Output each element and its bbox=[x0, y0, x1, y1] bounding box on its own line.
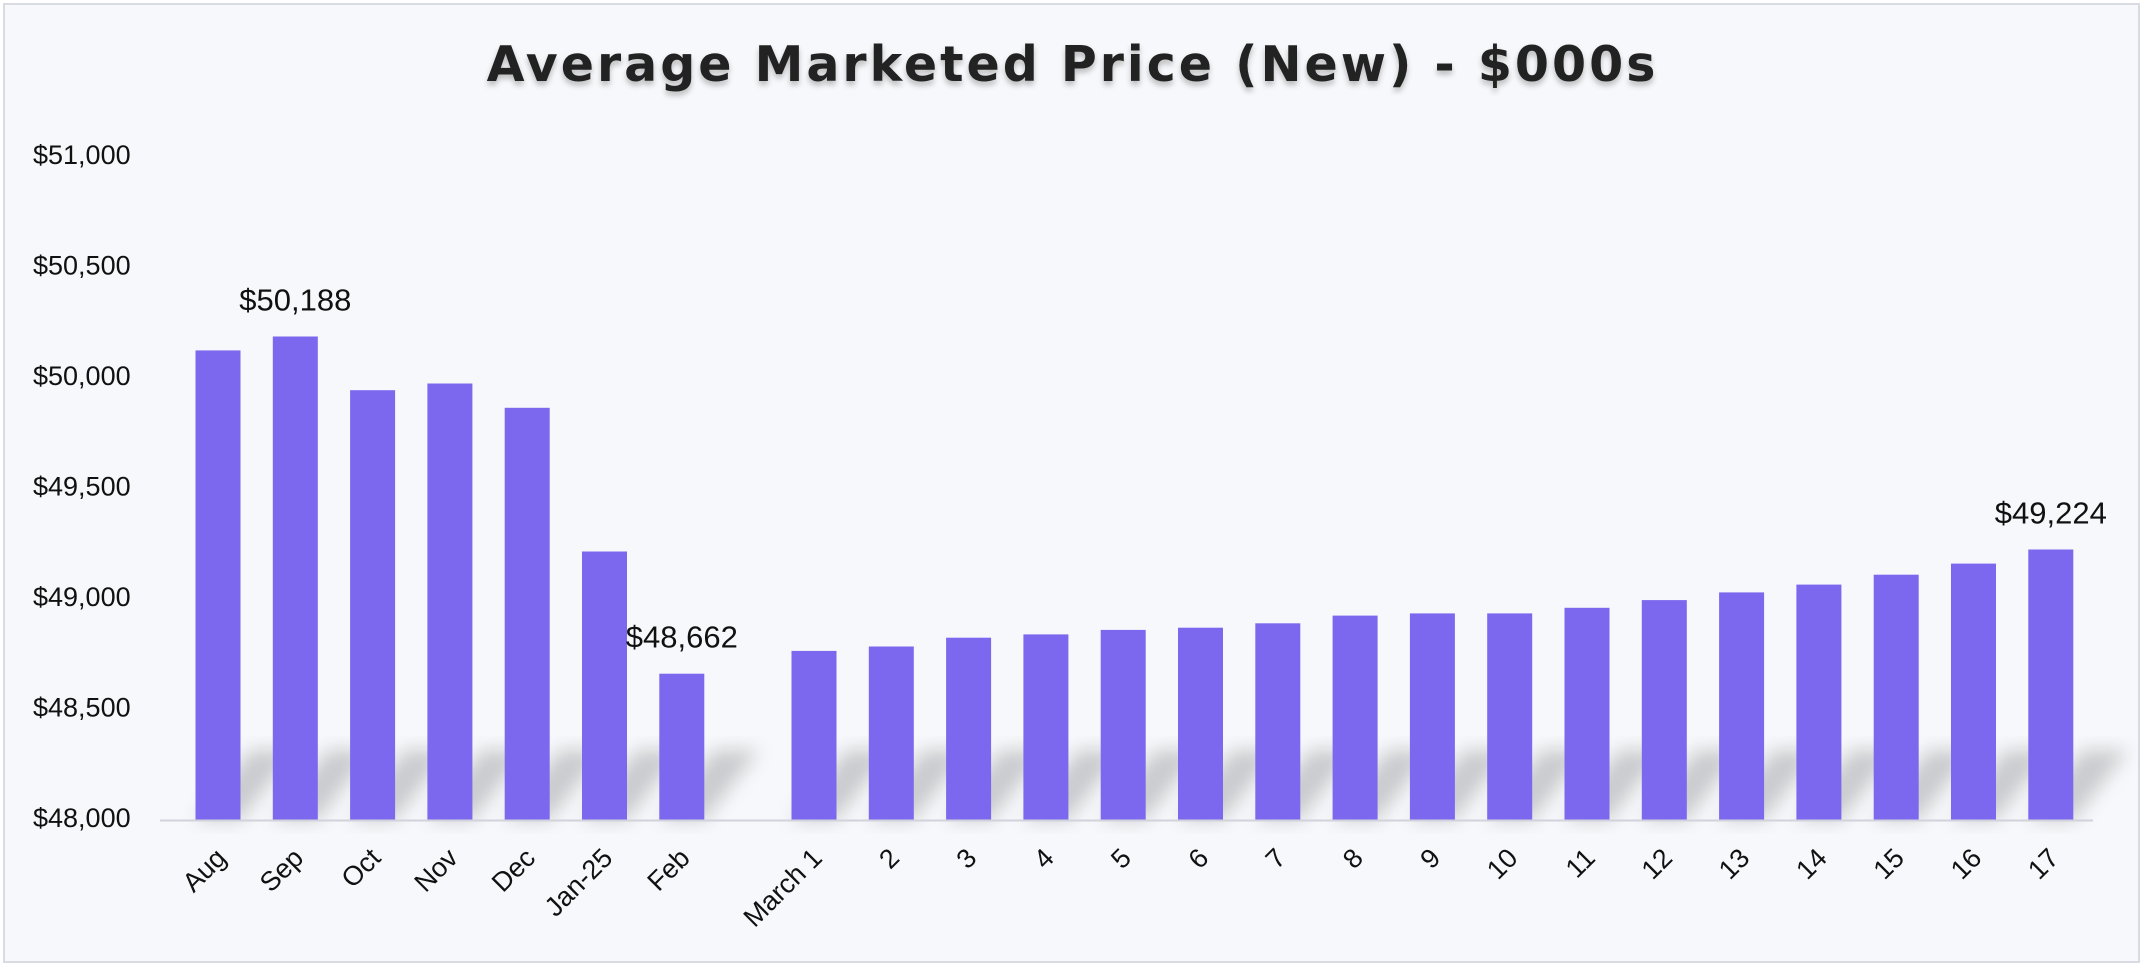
bar bbox=[272, 336, 318, 820]
bar bbox=[1641, 600, 1687, 820]
bar bbox=[582, 551, 627, 820]
bar bbox=[1873, 574, 1919, 820]
bar bbox=[1178, 627, 1223, 820]
bar bbox=[1796, 584, 1842, 820]
y-tick-label: $49,000 bbox=[33, 582, 131, 612]
bar bbox=[1100, 629, 1146, 820]
x-tick-label: Oct bbox=[335, 842, 386, 893]
bar bbox=[1564, 607, 1610, 820]
x-tick-label: 2 bbox=[873, 843, 905, 875]
x-tick-label: 14 bbox=[1790, 843, 1832, 885]
x-tick-label: Aug bbox=[177, 843, 232, 898]
bar bbox=[2028, 549, 2074, 820]
bar bbox=[1023, 634, 1069, 820]
bar bbox=[1409, 613, 1455, 820]
x-tick-label: 9 bbox=[1414, 843, 1446, 875]
x-tick-label: Feb bbox=[642, 843, 696, 897]
x-tick-label: 15 bbox=[1868, 843, 1910, 885]
x-tick-label: 13 bbox=[1713, 843, 1755, 885]
x-tick-label: 6 bbox=[1182, 843, 1214, 875]
y-tick-label: $48,000 bbox=[33, 803, 131, 833]
data-label: $49,224 bbox=[1995, 495, 2107, 530]
y-tick-label: $48,500 bbox=[33, 693, 131, 723]
y-tick-label: $51,000 bbox=[33, 140, 131, 170]
data-labels: $50,188 $48,662 $49,224 bbox=[239, 282, 2107, 654]
x-tick-label: Dec bbox=[486, 843, 541, 898]
y-axis-ticks: $48,000 $48,500 $49,000 $49,500 $50,000 $50,5… bbox=[33, 140, 131, 833]
x-tick-label: March 1 bbox=[738, 843, 828, 933]
x-tick-label: 12 bbox=[1636, 843, 1678, 885]
bar bbox=[350, 390, 396, 820]
x-tick-label: 17 bbox=[2022, 843, 2064, 885]
bar bbox=[946, 637, 992, 820]
bar bbox=[504, 407, 550, 820]
bar bbox=[868, 646, 914, 820]
bar bbox=[1951, 563, 1996, 820]
y-tick-label: $50,500 bbox=[33, 251, 131, 281]
x-tick-label: 8 bbox=[1337, 843, 1369, 875]
y-tick-label: $49,500 bbox=[33, 472, 131, 502]
bars bbox=[195, 336, 2074, 820]
bar bbox=[1487, 613, 1533, 820]
x-tick-label: Sep bbox=[254, 843, 309, 898]
bar bbox=[1255, 623, 1301, 820]
bar bbox=[195, 350, 241, 820]
x-tick-label: 5 bbox=[1105, 843, 1137, 875]
x-tick-label: 10 bbox=[1481, 843, 1523, 885]
bar bbox=[791, 650, 837, 820]
data-label: $50,188 bbox=[239, 282, 351, 317]
x-tick-label: 7 bbox=[1260, 843, 1292, 875]
x-tick-label: 16 bbox=[1945, 843, 1987, 885]
x-tick-label: Jan-25 bbox=[539, 843, 619, 923]
chart-title: Average Marketed Price (New) - $000s bbox=[486, 36, 1659, 93]
bar bbox=[659, 673, 705, 820]
x-tick-label: 4 bbox=[1028, 843, 1060, 875]
data-label: $48,662 bbox=[626, 620, 738, 655]
bar bbox=[1719, 592, 1765, 820]
bar bbox=[1332, 615, 1378, 820]
x-tick-label: Nov bbox=[409, 842, 465, 898]
x-tick-label: 3 bbox=[951, 843, 983, 875]
y-tick-label: $50,000 bbox=[33, 361, 131, 391]
x-tick-label: 11 bbox=[1560, 843, 1601, 884]
bar bbox=[427, 383, 473, 820]
